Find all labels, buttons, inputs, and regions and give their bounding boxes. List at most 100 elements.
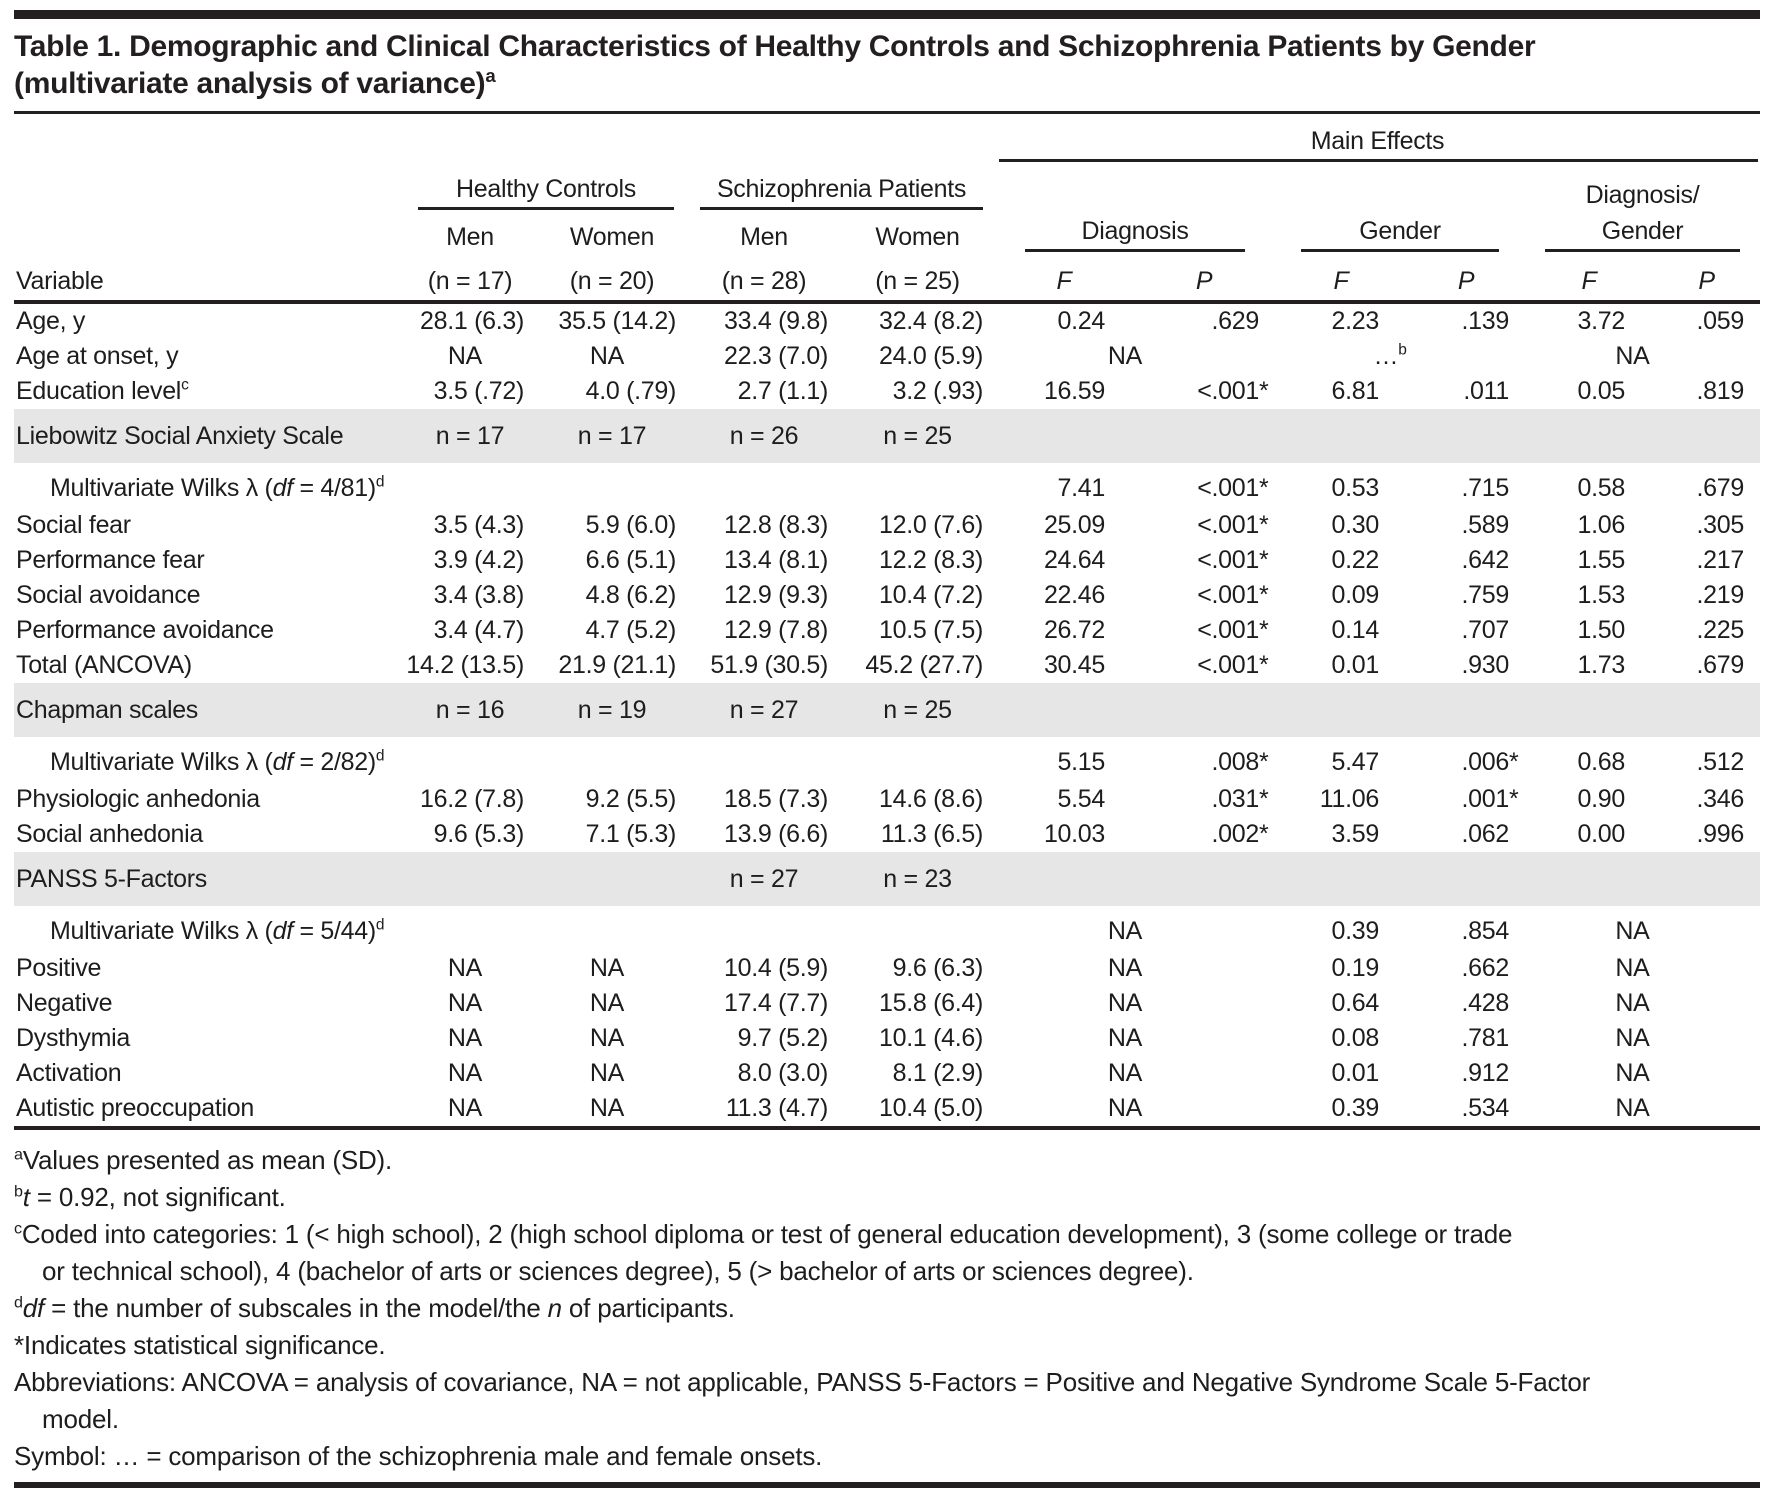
p-value-cell: <.001* [1197,616,1269,644]
diagnosis-group-header: Diagnosis [995,214,1275,256]
sp-men-header: Men [740,223,788,251]
mean-sd-cell: 10.1 (4.6) [878,1024,983,1052]
mean-sd-cell: 3.9 (4.2) [433,546,525,574]
table-row: Age at onset, y NA NA 22.3 (7.0) 24.0 (5.9) N… [14,339,1760,374]
p-value-cell: .781 [1461,1024,1510,1052]
mean-sd-cell: NA [589,1059,625,1087]
merged-value-cell: …b [1373,341,1407,370]
row-label: Negative [16,989,113,1017]
f-value-cell: 0.24 [1057,307,1106,335]
wilks-row: Multivariate Wilks λ (df = 4/81)d 7.41 <.0… [14,463,1760,508]
row-label: Education levelc [16,376,189,405]
mean-sd-cell: 12.9 (7.8) [723,616,828,644]
row-label: Activation [16,1059,122,1087]
p-value-cell: .679 [1696,474,1745,502]
footnote: Symbol: … = comparison of the schizophre… [14,1441,823,1471]
mean-sd-cell: 35.5 (14.2) [558,307,676,335]
row-label: Social avoidance [16,581,201,609]
p-value-cell: .011 [1463,377,1509,405]
hc-men-n-header: (n = 17) [404,256,536,304]
mean-sd-cell: 10.5 (7.5) [878,616,983,644]
p-value-cell: <.001* [1197,581,1269,609]
mean-sd-cell: 22.3 (7.0) [723,342,828,370]
section-label: Liebowitz Social Anxiety Scale [14,409,404,463]
mean-sd-cell: 2.7 (1.1) [737,377,829,405]
f-value-cell: 1.55 [1577,546,1626,574]
f-value-cell: 0.14 [1331,616,1380,644]
f-value-cell: 0.30 [1331,511,1380,539]
mean-sd-cell: NA [589,989,625,1017]
diagnosis-gender-group-header-line2: Gender [1525,214,1760,256]
table-row: Social anhedonia 9.6 (5.3) 7.1 (5.3) 13.9 (… [14,817,1760,852]
mean-sd-cell: 12.0 (7.6) [878,511,983,539]
f-value-cell: 24.64 [1043,546,1105,574]
table-row: Total (ANCOVA) 14.2 (13.5) 21.9 (21.1) 51.9… [14,648,1760,683]
p-value-cell: .031* [1211,785,1269,813]
mean-sd-cell: 3.2 (.93) [892,377,984,405]
section-n-cell: n = 17 [404,409,536,463]
p-value-cell: <.001* [1197,474,1269,502]
f-value-cell: 0.64 [1331,989,1380,1017]
main-effects-underline [999,159,1758,162]
table-row: Physiologic anhedonia 16.2 (7.8) 9.2 (5.5)… [14,782,1760,817]
f-value-cell: 0.58 [1577,474,1626,502]
mean-sd-cell: 9.2 (5.5) [585,785,677,813]
table-row: Negative NA NA 17.4 (7.7) 15.8 (6.4) NA 0.64 .4… [14,986,1760,1021]
f-value-cell: 0.01 [1331,651,1380,679]
p-value-cell: .512 [1696,748,1745,776]
merged-value-cell: NA [1107,1024,1143,1052]
section-row: Chapman scales n = 16 n = 19 n = 27 n = 25 [14,683,1760,737]
f-value-cell: 6.81 [1331,377,1380,405]
p-value-cell: .715 [1461,474,1510,502]
mean-sd-cell: 17.4 (7.7) [723,989,828,1017]
gender-p-header: P [1407,256,1525,304]
f-value-cell: 16.59 [1043,377,1105,405]
section-n-cell: n = 23 [840,852,995,906]
mean-sd-cell: NA [589,1024,625,1052]
mean-sd-cell: 12.9 (9.3) [723,581,828,609]
footnote: aValues presented as mean (SD). [14,1145,393,1175]
p-value-cell: .819 [1696,377,1745,405]
mean-sd-cell: 3.5 (4.3) [433,511,525,539]
title-rule [14,111,1760,114]
mean-sd-cell: 9.7 (5.2) [737,1024,829,1052]
mean-sd-cell: 11.3 (4.7) [688,1091,840,1130]
f-value-cell: 5.15 [1057,748,1106,776]
p-value-cell: <.001* [1197,377,1269,405]
mean-sd-cell: NA [536,1091,688,1130]
table-row: Social avoidance 3.4 (3.8) 4.8 (6.2) 12.9 (… [14,578,1760,613]
section-filler [995,409,1760,463]
diag-gender-p-header: P [1653,256,1760,304]
row-label: Dysthymia [16,1024,130,1052]
section-n-cell: n = 17 [536,409,688,463]
f-value-cell: 7.41 [1057,474,1106,502]
wilks-label: Multivariate Wilks λ (df = 5/44)d [50,916,385,945]
section-n-cell [404,852,536,906]
table-row: Performance fear 3.9 (4.2) 6.6 (5.1) 13.4 (… [14,543,1760,578]
merged-value-cell: NA [1107,1059,1143,1087]
table-row: Performance avoidance 3.4 (4.7) 4.7 (5.2) 1… [14,613,1760,648]
p-value-cell: .062 [1461,820,1510,848]
healthy-controls-label: Healthy Controls [455,175,636,203]
merged-value-cell: NA [1615,342,1650,370]
mean-sd-cell: 13.9 (6.6) [723,820,828,848]
table-row: Autistic preoccupation NA NA 11.3 (4.7) 10.4… [14,1091,1760,1130]
merged-value-cell: NA [1107,989,1143,1017]
gender-f-header: F [1275,256,1407,304]
f-value-cell: 0.09 [1331,581,1380,609]
row-label: Age, y [16,307,86,335]
mean-sd-cell: 16.2 (7.8) [419,785,524,813]
f-value-cell: 1.06 [1577,511,1626,539]
f-value-cell: 11.06 [1319,785,1380,813]
row-label: Positive [16,954,102,982]
hc-men-header: Men [446,223,494,251]
p-value-cell: <.001* [1197,651,1269,679]
mean-sd-cell: NA [589,954,625,982]
f-value-cell: 26.72 [1043,616,1105,644]
main-effects-group-header: Main Effects [995,116,1760,166]
mean-sd-cell: 6.6 (5.1) [585,546,677,574]
mean-sd-cell: NA [447,342,483,370]
f-value-cell: 5.47 [1331,748,1380,776]
f-value-cell: 0.19 [1331,954,1380,982]
table-title: Table 1. Demographic and Clinical Charac… [14,30,1536,100]
